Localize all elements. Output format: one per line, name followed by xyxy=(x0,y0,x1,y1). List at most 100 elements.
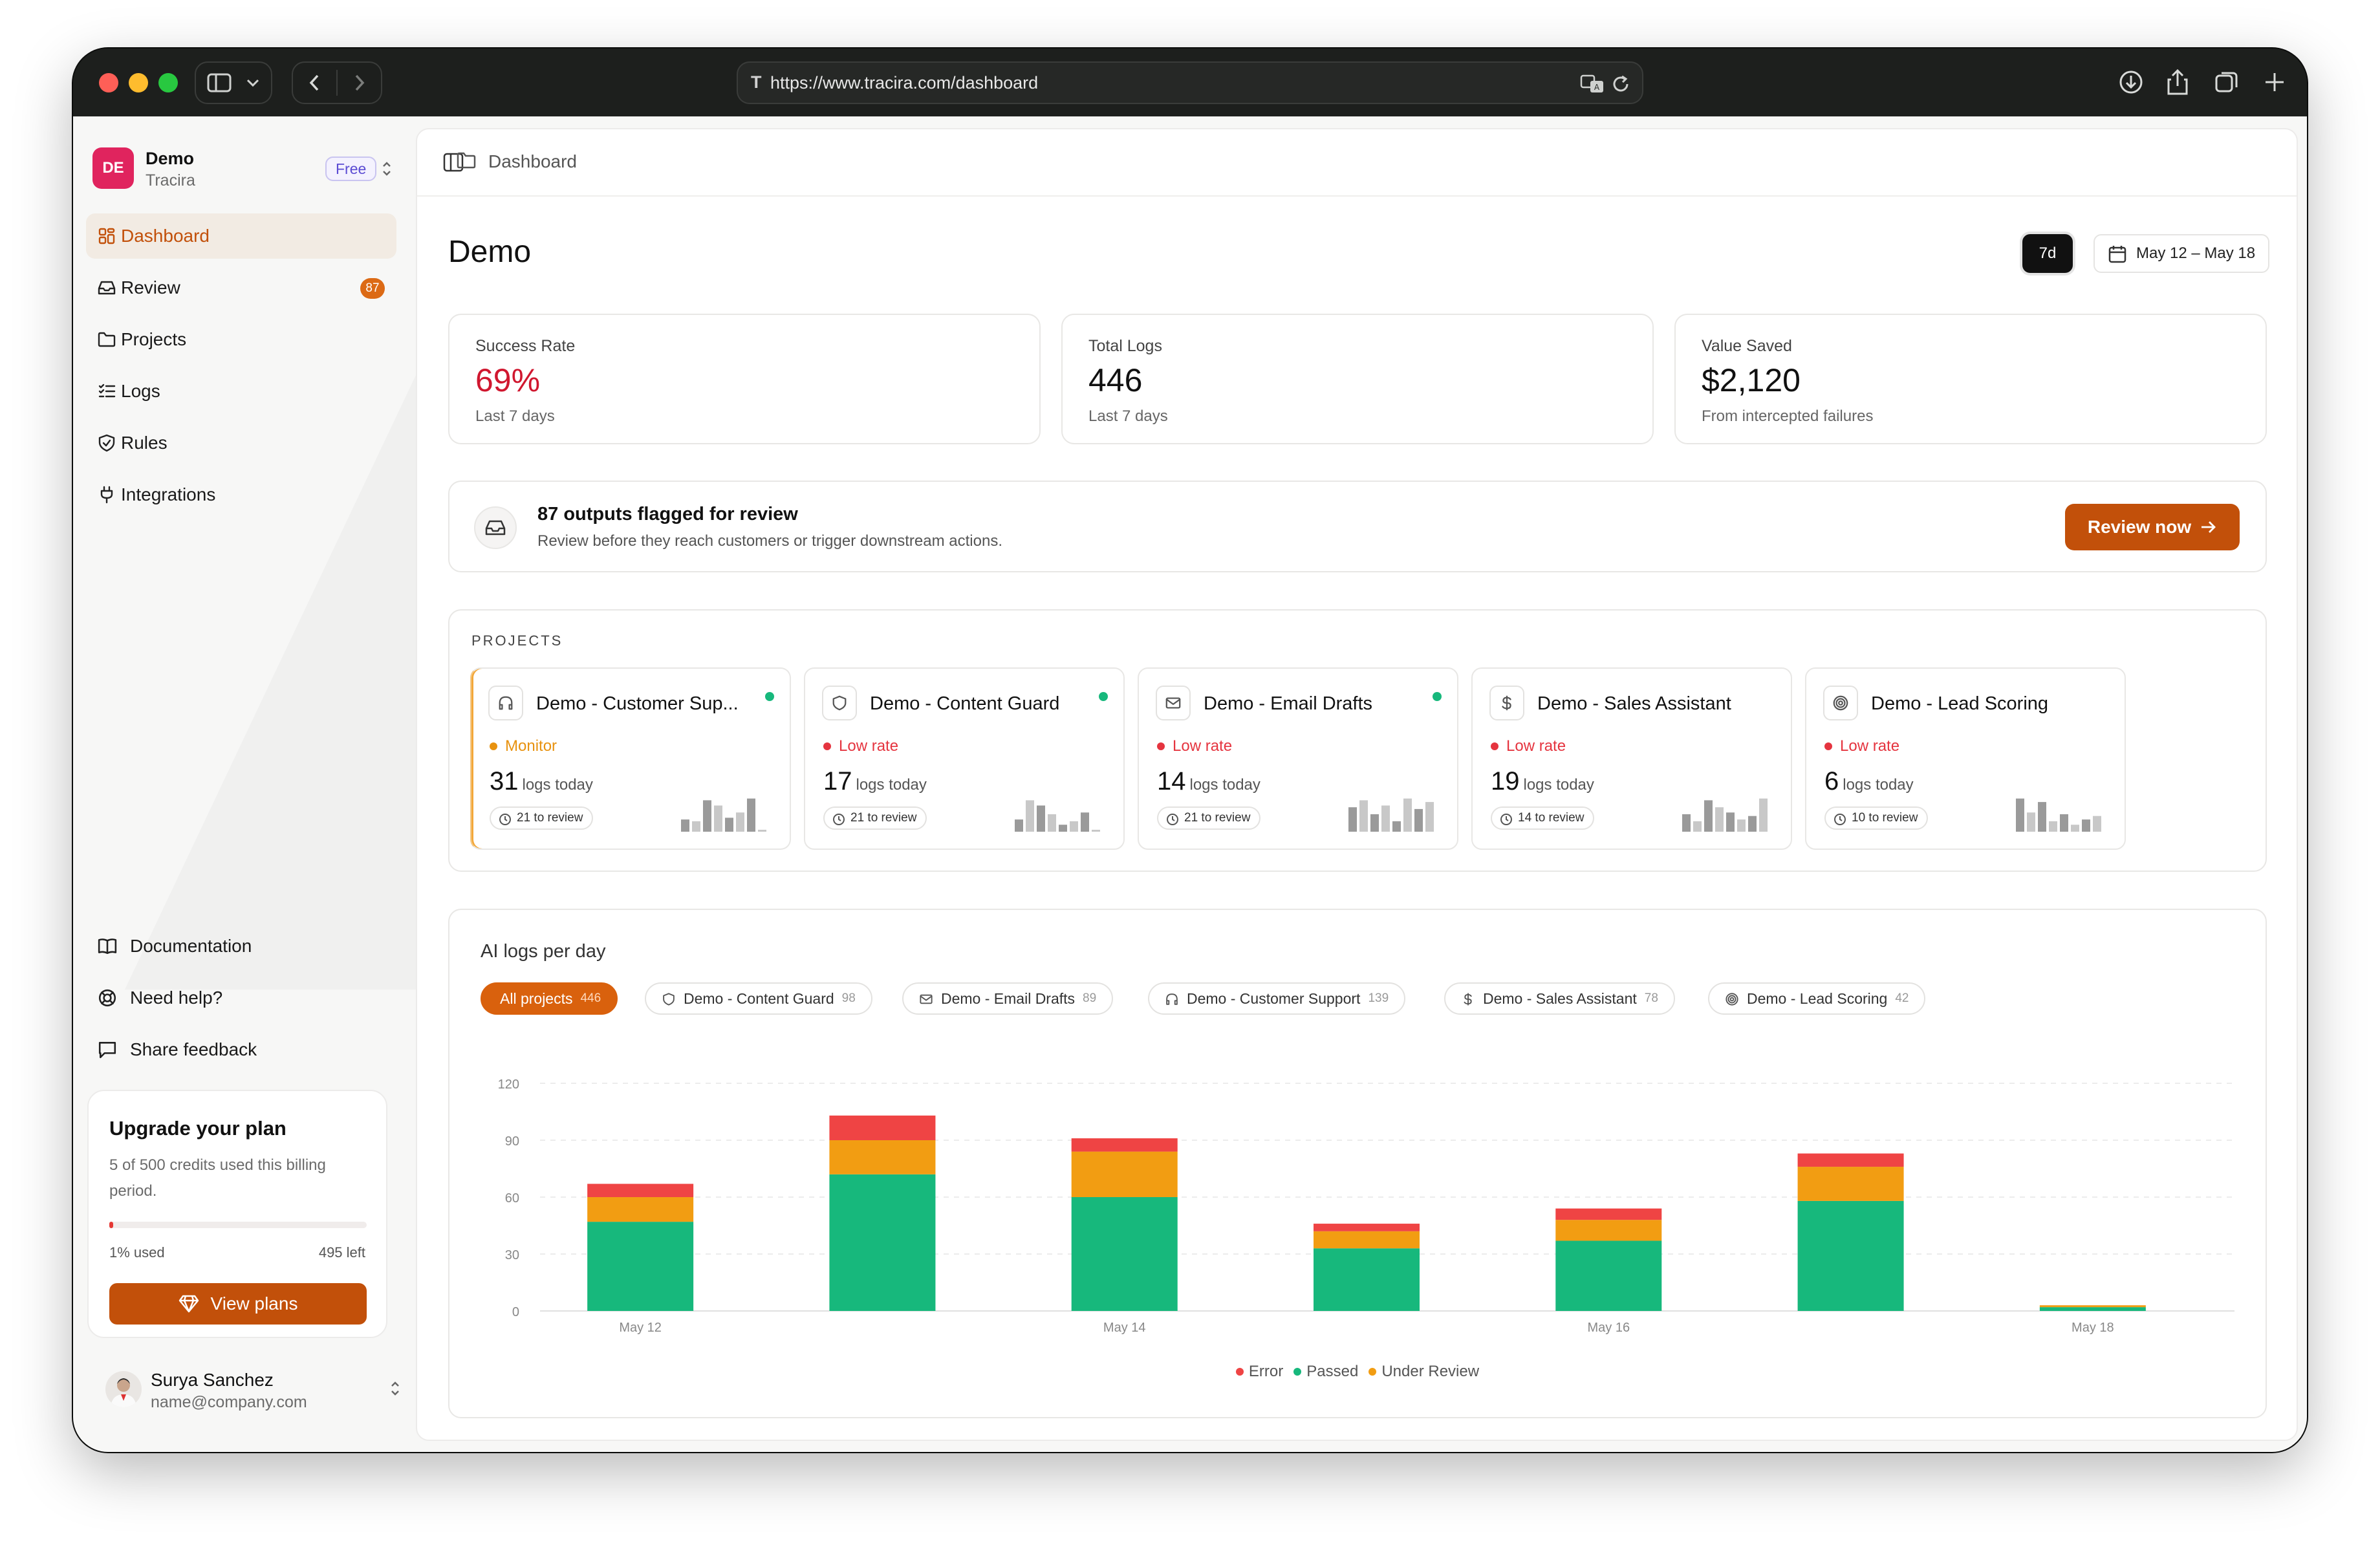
x-tick-label: May 14 xyxy=(1103,1321,1146,1335)
sidebar-item-dashboard[interactable]: Dashboard xyxy=(86,213,396,259)
stat-value: 446 xyxy=(1088,362,1143,398)
address-bar[interactable]: T https://www.tracira.com/dashboard A xyxy=(737,61,1643,104)
to-review-pill[interactable]: 10 to review xyxy=(1824,806,1929,830)
filter-chip-project[interactable]: Demo - Customer Support 139 xyxy=(1148,982,1406,1015)
zoom-window-button[interactable] xyxy=(158,73,178,92)
shield-check-icon-wrap xyxy=(98,434,116,452)
project-count-value: 31 xyxy=(490,767,519,795)
legend-label: Error xyxy=(1248,1363,1284,1380)
plug-icon xyxy=(100,486,113,504)
sidebar-link-documentation[interactable]: Documentation xyxy=(98,927,389,966)
project-card[interactable]: Demo - Customer Sup... Monitor 31 logs toda… xyxy=(470,667,791,850)
stat-subtext: Last 7 days xyxy=(475,407,555,425)
bar-segment-passed xyxy=(1797,1200,1904,1311)
sidebar-link-share-feedback[interactable]: Share feedback xyxy=(98,1030,389,1069)
sidebar-item-logs[interactable]: Logs xyxy=(86,369,396,414)
project-status-label: Low rate xyxy=(1840,737,1900,755)
date-range-picker[interactable]: May 12 – May 18 xyxy=(2093,234,2269,273)
project-count-label: logs today xyxy=(1523,776,1594,794)
filter-chip-project[interactable]: Demo - Email Drafts 89 xyxy=(902,982,1114,1015)
main-panel: Dashboard Demo 7d May 12 – May 18 Succes… xyxy=(416,128,2298,1441)
sidebar-item-integrations[interactable]: Integrations xyxy=(86,472,396,517)
bar-segment-under-review xyxy=(2039,1305,2146,1308)
bar-segment-error xyxy=(829,1115,936,1140)
org-switcher[interactable]: DE Demo Tracira Free xyxy=(92,142,396,194)
project-name: Demo - Email Drafts xyxy=(1204,693,1373,714)
shield-check-icon xyxy=(98,434,115,452)
range-7d-button[interactable]: 7d xyxy=(2022,234,2073,273)
project-count-value: 19 xyxy=(1491,767,1520,795)
filter-chip-count: 42 xyxy=(1895,991,1909,1005)
bar-segment-error xyxy=(587,1184,694,1197)
sparkline-bar xyxy=(1693,821,1702,832)
view-plans-label: View plans xyxy=(210,1293,298,1314)
sidebar-item-review[interactable]: Review 87 xyxy=(86,265,396,310)
project-card[interactable]: Demo - Lead Scoring Low rate 6 logs today 10… xyxy=(1805,667,2126,850)
bar-segment-passed xyxy=(1314,1248,1420,1311)
minimize-window-button[interactable] xyxy=(129,73,148,92)
sidebar-item-label: Review xyxy=(121,277,180,298)
breadcrumb: Dashboard xyxy=(457,151,577,172)
review-now-button[interactable]: Review now xyxy=(2065,504,2240,550)
legend-item-under-review: Under Review xyxy=(1368,1363,1479,1380)
clock-icon xyxy=(499,814,511,825)
sparkline-bar xyxy=(2060,814,2068,832)
to-review-pill[interactable]: 21 to review xyxy=(1157,806,1261,830)
sidebar-link-need-help[interactable]: Need help? xyxy=(98,979,389,1017)
project-status: Low rate xyxy=(1491,737,1566,755)
to-review-pill[interactable]: 21 to review xyxy=(823,806,927,830)
sidebar-item-rules[interactable]: Rules xyxy=(86,420,396,466)
headphones-icon xyxy=(1166,993,1178,1005)
sparkline-bar xyxy=(703,800,711,832)
calendar-icon xyxy=(2108,246,2126,263)
filter-chip-project[interactable]: Demo - Lead Scoring 42 xyxy=(1708,982,1926,1015)
sparkline-bar xyxy=(1759,798,1768,832)
filter-chip-count: 98 xyxy=(841,991,856,1005)
translate-icon[interactable]: A xyxy=(1580,73,1605,95)
sidebar-item-label: Integrations xyxy=(121,484,216,504)
bar-segment-under-review xyxy=(587,1197,694,1222)
back-arrow-icon[interactable] xyxy=(308,73,321,92)
legend-label: Passed xyxy=(1306,1363,1359,1380)
project-card[interactable]: Demo - Content Guard Low rate 17 logs today… xyxy=(804,667,1125,850)
filter-chip-project[interactable]: Demo - Content Guard 98 xyxy=(645,982,872,1015)
project-card[interactable]: Demo - Email Drafts Low rate 14 logs today 2… xyxy=(1138,667,1458,850)
inbox-icon-wrap xyxy=(98,279,116,297)
project-card[interactable]: Demo - Sales Assistant Low rate 19 logs tod… xyxy=(1471,667,1792,850)
browser-titlebar: T https://www.tracira.com/dashboard A xyxy=(73,49,2307,116)
to-review-pill[interactable]: 14 to review xyxy=(1491,806,1595,830)
credits-progress-bar xyxy=(109,1222,367,1228)
filter-chip-label: Demo - Customer Support xyxy=(1187,990,1361,1007)
x-tick-label: May 18 xyxy=(2072,1321,2114,1335)
project-status-label: Low rate xyxy=(1506,737,1566,755)
filter-chip-all-projects[interactable]: All projects 446 xyxy=(481,982,618,1015)
forward-arrow-icon[interactable] xyxy=(353,73,366,92)
view-plans-button[interactable]: View plans xyxy=(109,1283,367,1325)
sidebar-link-label: Documentation xyxy=(130,936,252,956)
sidebar-collapse-icon[interactable] xyxy=(443,153,464,172)
to-review-pill[interactable]: 21 to review xyxy=(490,806,594,830)
filter-chip-project[interactable]: Demo - Sales Assistant 78 xyxy=(1444,982,1675,1015)
sidebar-toggle-button[interactable] xyxy=(195,61,272,104)
list-check-icon-wrap xyxy=(98,382,116,400)
project-count-value: 17 xyxy=(823,767,852,795)
chevron-up-down-icon xyxy=(391,1381,399,1396)
stat-card-value-saved: Value Saved $2,120 From intercepted failur… xyxy=(1674,314,2267,444)
clock-icon xyxy=(1834,814,1846,825)
breadcrumb-current[interactable]: Dashboard xyxy=(488,151,577,171)
new-tab-icon[interactable] xyxy=(2256,64,2293,100)
close-window-button[interactable] xyxy=(99,73,118,92)
share-icon[interactable] xyxy=(2159,64,2196,100)
project-name: Demo - Sales Assistant xyxy=(1537,693,1731,714)
download-icon[interactable] xyxy=(2113,64,2149,100)
tabs-overview-icon[interactable] xyxy=(2209,64,2245,100)
sidebar-item-projects[interactable]: Projects xyxy=(86,317,396,362)
legend-item-error: Error xyxy=(1235,1363,1284,1380)
sparkline-bar xyxy=(2093,816,2101,832)
page-title: Demo xyxy=(448,235,532,269)
project-status: Low rate xyxy=(1157,737,1232,755)
project-name: Demo - Customer Sup... xyxy=(536,693,739,714)
y-tick-label: 90 xyxy=(505,1134,519,1149)
user-menu[interactable]: Surya Sanchez name@company.com xyxy=(105,1366,399,1418)
reload-icon[interactable] xyxy=(1611,74,1630,94)
